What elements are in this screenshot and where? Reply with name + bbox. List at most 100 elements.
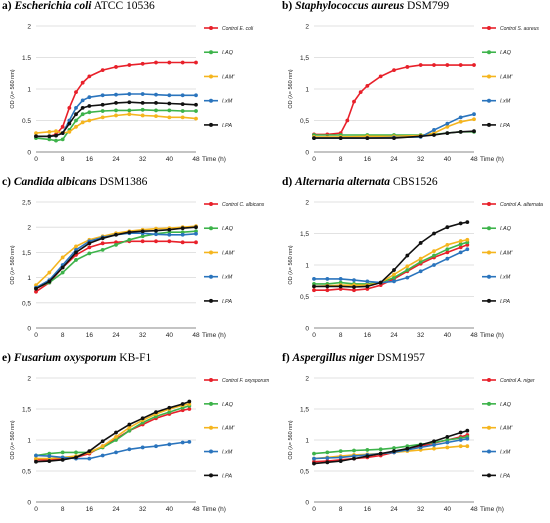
y-tick-label: 1,5 (300, 407, 309, 414)
data-point-IxM (127, 447, 132, 452)
legend-marker-IxM (487, 98, 491, 103)
data-point-control (87, 245, 92, 250)
legend-marker-IxM (209, 274, 213, 279)
x-axis-label: Time (h) (202, 332, 226, 339)
data-point-IAQ (60, 137, 65, 142)
data-point-IPA (445, 435, 450, 439)
data-point-IAQ (392, 446, 396, 450)
y-tick-label: 0 (27, 326, 31, 333)
data-point-control (60, 124, 65, 129)
data-point-control (472, 63, 476, 67)
data-point-IxM (325, 456, 330, 460)
y-tick-label: 2 (27, 376, 31, 383)
data-point-IPA (67, 121, 72, 126)
data-point-IxM (167, 93, 172, 98)
data-point-IxM (338, 276, 343, 281)
data-point-IAQ (100, 109, 105, 113)
x-tick-label: 40 (166, 332, 174, 339)
data-point-IPA (378, 451, 383, 456)
y-tick-label: 0,5 (300, 294, 309, 301)
data-point-IxM (465, 436, 470, 441)
panel-tag: e) (2, 352, 11, 364)
y-tick-label: 1 (305, 87, 309, 94)
data-point-IAM (465, 444, 470, 449)
data-point-IAM (418, 256, 423, 261)
legend-label-IAM: I.AM' (222, 426, 235, 432)
y-tick-label: 1 (27, 438, 31, 445)
data-point-IPA (365, 284, 370, 289)
data-point-control (365, 83, 370, 88)
data-point-IxM (312, 456, 316, 461)
data-point-IPA (352, 285, 356, 289)
data-point-IxM (445, 121, 450, 126)
data-point-IAQ (140, 234, 145, 239)
legend-label-IxM: I.xM (222, 275, 233, 281)
y-tick-label: 0 (27, 500, 31, 507)
data-point-IAM (114, 435, 118, 439)
data-point-IxM (418, 269, 423, 274)
data-point-IAQ (100, 247, 105, 252)
series-line-IAQ (35, 405, 190, 457)
x-tick-label: 0 (34, 332, 38, 339)
data-point-IxM (194, 93, 198, 98)
data-point-control (180, 240, 185, 245)
x-tick-label: 40 (166, 156, 174, 163)
data-point-IAQ (127, 237, 132, 242)
chart-panel-a: 0 0.5 1 1.5 2 0 8 16 24 32 40 48 Time (h) OD (λ= 560 … (10, 24, 254, 164)
data-point-IxM (180, 440, 185, 445)
data-point-control (167, 60, 172, 65)
data-point-IxM (365, 279, 370, 284)
x-tick-label: 48 (470, 156, 478, 163)
legend-marker-IAM (487, 250, 491, 255)
panel-species: Alternaria alternata (295, 176, 391, 188)
data-point-IxM (87, 456, 92, 461)
data-point-IPA (180, 402, 185, 406)
y-tick-label: 2 (27, 225, 31, 232)
panel-title-d: d) Alternaria alternata CBS1526 (282, 176, 438, 188)
data-point-IAQ (80, 112, 85, 117)
data-point-IxM (432, 443, 436, 447)
data-point-IxM (180, 232, 185, 237)
data-point-IPA (312, 461, 316, 466)
x-axis-label: Time (h) (480, 332, 504, 339)
data-point-IPA (365, 136, 370, 141)
legend-label-IAM: I.AM' (500, 74, 513, 80)
panel-title-f: f) Aspergillus niger DSM1957 (282, 352, 425, 364)
series-line-IxM (35, 441, 190, 460)
data-point-IAQ (312, 451, 316, 456)
data-point-IxM (154, 444, 158, 449)
panel-strain: DSM1386 (99, 176, 148, 188)
data-point-IPA (100, 236, 105, 241)
data-point-IAM (127, 425, 132, 430)
data-point-IAM (127, 112, 132, 117)
data-point-IPA (154, 100, 158, 105)
data-point-control (378, 74, 383, 79)
data-point-control (87, 74, 92, 79)
data-point-IAQ (47, 137, 52, 142)
data-point-IPA (114, 232, 118, 237)
chart-panel-e: 0 0,5 1 1,5 2 0 8 16 24 32 40 48 Time (h) OD (λ= 560 … (10, 376, 269, 514)
data-point-IPA (47, 459, 52, 463)
legend-label-IPA: I.PA (222, 473, 232, 479)
data-point-IPA (47, 134, 52, 139)
data-point-IPA (140, 416, 145, 421)
data-point-IxM (432, 263, 436, 267)
y-axis-label: OD (λ= 560 nm) (288, 420, 294, 459)
legend-label-IPA: I.PA (500, 473, 510, 479)
x-tick-label: 48 (470, 332, 478, 339)
data-point-IAM (432, 249, 436, 254)
data-point-IAM (80, 120, 85, 125)
legend-marker-IxM (487, 274, 491, 279)
data-point-control (345, 118, 350, 123)
data-point-IPA (445, 131, 450, 135)
x-tick-label: 8 (339, 506, 343, 513)
legend-marker-IPA (209, 122, 213, 127)
x-tick-label: 32 (417, 332, 425, 339)
x-tick-label: 32 (139, 506, 147, 513)
legend-marker-IAM (209, 250, 213, 255)
data-point-IAM (472, 117, 476, 122)
legend-marker-control (209, 378, 213, 382)
data-point-IPA (80, 106, 85, 110)
data-point-IPA (87, 449, 92, 454)
data-point-IPA (74, 455, 78, 460)
